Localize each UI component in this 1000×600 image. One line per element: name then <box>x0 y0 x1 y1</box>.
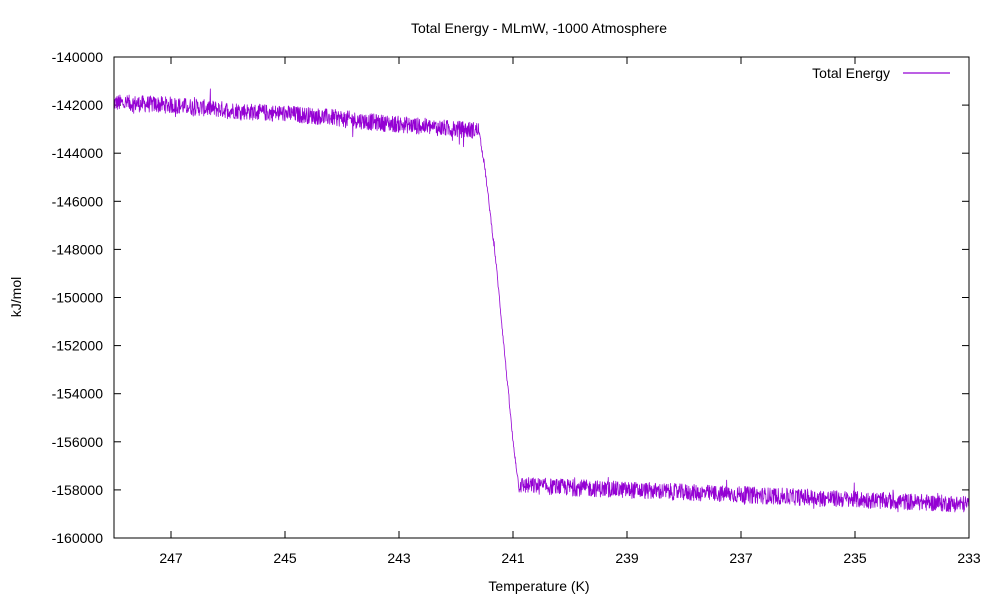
x-tick-label: 235 <box>843 550 867 566</box>
legend-label: Total Energy <box>812 65 890 81</box>
x-tick-label: 239 <box>615 550 639 566</box>
x-tick-label: 245 <box>273 550 297 566</box>
y-tick-label: -142000 <box>52 97 104 113</box>
y-tick-label: -148000 <box>52 241 104 257</box>
ticks-layer: 247 245 243 241 239 237 235 233 -140000 -142000 -1… <box>52 49 981 566</box>
x-tick-label: 233 <box>957 550 981 566</box>
y-tick-label: -150000 <box>52 290 104 306</box>
y-tick-label: -154000 <box>52 386 104 402</box>
y-tick-label: -156000 <box>52 434 104 450</box>
series-layer <box>113 88 970 513</box>
chart-title: Total Energy - MLmW, -1000 Atmosphere <box>411 20 667 36</box>
x-tick-label: 243 <box>387 550 411 566</box>
y-tick-label: -146000 <box>52 193 104 209</box>
y-tick-label: -158000 <box>52 482 104 498</box>
x-tick-label: 237 <box>729 550 753 566</box>
series-line-total-energy <box>113 88 970 513</box>
y-tick-label: -160000 <box>52 530 104 546</box>
x-axis-label: Temperature (K) <box>488 578 589 594</box>
plot-frame <box>113 56 970 539</box>
y-tick-label: -144000 <box>52 145 104 161</box>
legend: Total Energy <box>812 65 950 81</box>
y-tick-label: -152000 <box>52 338 104 354</box>
x-tick-label: 247 <box>159 550 183 566</box>
x-tick-label: 241 <box>501 550 525 566</box>
y-tick-label: -140000 <box>52 49 104 65</box>
y-axis-label: kJ/mol <box>8 277 24 317</box>
